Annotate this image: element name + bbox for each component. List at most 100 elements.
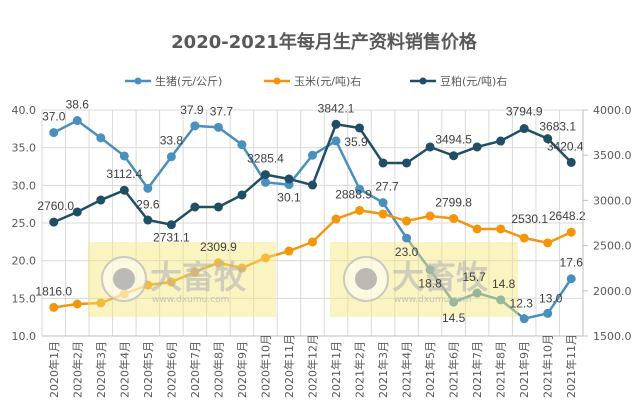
data-point	[72, 299, 82, 309]
legend: 生猪(元/公斤) 玉米(元/吨)右 豆粕(元/吨)右	[125, 74, 507, 88]
data-point	[331, 136, 341, 146]
data-point	[331, 119, 341, 129]
data-point	[213, 122, 223, 132]
data-point	[284, 246, 294, 256]
data-point	[519, 124, 529, 134]
legend-label: 生猪(元/公斤)	[155, 74, 222, 88]
x-tick-label: 2020年11月	[282, 334, 296, 398]
data-point	[566, 274, 576, 284]
data-point	[425, 211, 435, 221]
x-tick-label: 2020年7月	[188, 341, 202, 398]
x-tick-label: 2021年11月	[564, 334, 578, 398]
data-label: 12.3	[510, 297, 534, 311]
legend-label: 玉米(元/吨)右	[294, 74, 361, 88]
data-label: 37.0	[42, 110, 66, 124]
data-label: 35.9	[344, 135, 368, 149]
data-point	[119, 185, 129, 195]
data-point	[119, 151, 129, 161]
data-label: 18.8	[418, 277, 442, 291]
data-point	[543, 238, 553, 248]
data-point	[566, 157, 576, 167]
data-label: 2530.1	[511, 212, 548, 226]
data-point	[237, 140, 247, 150]
x-tick-label: 2021年10月	[541, 334, 555, 398]
data-label: 17.6	[560, 256, 584, 270]
left-tick-label: 25.0	[12, 217, 37, 230]
data-label: 37.9	[180, 103, 204, 117]
data-label: 14.8	[492, 277, 516, 291]
data-label: 23.0	[395, 245, 419, 259]
x-tick-label: 2020年10月	[258, 334, 272, 398]
data-point	[402, 158, 412, 168]
data-label: 14.5	[442, 311, 466, 325]
data-point	[519, 314, 529, 324]
right-tick-label: 2000.0	[593, 285, 632, 298]
data-point	[425, 142, 435, 152]
data-point	[260, 177, 270, 187]
left-tick-label: 40.0	[12, 104, 37, 117]
data-point	[543, 308, 553, 318]
data-point	[402, 233, 412, 243]
x-tick-label: 2021年3月	[376, 341, 390, 398]
data-label: 2309.9	[200, 240, 237, 254]
data-label: 29.6	[136, 197, 160, 211]
data-point	[308, 150, 317, 160]
data-point	[237, 190, 247, 200]
legend-marker	[134, 77, 142, 85]
data-point	[472, 142, 482, 152]
x-tick-label: 2021年9月	[517, 341, 531, 398]
axes: 10.0 15.0 20.0 25.0 30.0 35.0 40.0 1500.0 2000.0…	[12, 104, 632, 398]
watermark-logo-icon	[330, 242, 518, 317]
data-point	[543, 134, 553, 144]
data-point	[72, 116, 82, 126]
data-point	[96, 133, 106, 143]
right-tick-label: 1500.0	[593, 330, 632, 343]
data-labels: 37.038.6 29.6 33.8 37.9 37.7 30.1 35.9 27.7 23.0…	[35, 98, 586, 326]
data-label: 3683.1	[539, 120, 576, 134]
watermark	[88, 242, 518, 317]
data-point	[213, 202, 223, 212]
data-point	[143, 183, 153, 193]
data-label: 38.6	[66, 98, 90, 112]
data-point	[449, 213, 459, 223]
data-label: 2648.2	[549, 209, 586, 223]
data-point	[496, 224, 506, 234]
left-tick-label: 30.0	[12, 179, 37, 192]
legend-marker	[273, 77, 281, 85]
data-point	[402, 216, 412, 226]
x-tick-label: 2020年4月	[117, 341, 131, 398]
data-point	[308, 237, 317, 247]
x-tick-label: 2020年2月	[70, 341, 84, 398]
data-point	[260, 170, 270, 180]
data-point	[519, 233, 529, 243]
x-tick-label: 2021年4月	[400, 341, 414, 398]
data-label: 27.7	[375, 180, 399, 194]
x-tick-label: 2020年8月	[211, 341, 225, 398]
right-tick-label: 3500.0	[593, 149, 632, 162]
x-tick-label: 2020年12月	[306, 334, 320, 398]
data-label: 15.7	[462, 270, 486, 284]
data-label: 2799.8	[435, 195, 472, 209]
data-label: 2731.1	[153, 231, 190, 245]
data-point	[472, 224, 482, 234]
x-tick-label: 2021年2月	[353, 341, 367, 398]
data-label: 3420.4	[547, 139, 584, 153]
x-tick-label: 2021年5月	[423, 341, 437, 398]
x-tick-label: 2021年6月	[447, 341, 461, 398]
left-tick-label: 10.0	[12, 330, 37, 343]
data-point	[566, 227, 576, 237]
x-tick-label: 2020年1月	[47, 341, 61, 398]
right-tick-label: 4000.0	[593, 104, 632, 117]
legend-label: 豆粕(元/吨)右	[440, 74, 507, 88]
data-point	[166, 152, 176, 162]
data-point	[49, 302, 59, 312]
left-tick-label: 15.0	[12, 292, 37, 305]
data-point	[355, 205, 365, 215]
data-label: 3794.9	[506, 105, 543, 119]
data-label: 13.0	[539, 291, 563, 305]
x-tick-label: 2021年7月	[470, 341, 484, 398]
data-label: 2760.0	[37, 199, 74, 213]
x-tick-label: 2020年9月	[235, 341, 249, 398]
left-tick-label: 35.0	[12, 142, 37, 155]
data-point	[355, 123, 365, 133]
